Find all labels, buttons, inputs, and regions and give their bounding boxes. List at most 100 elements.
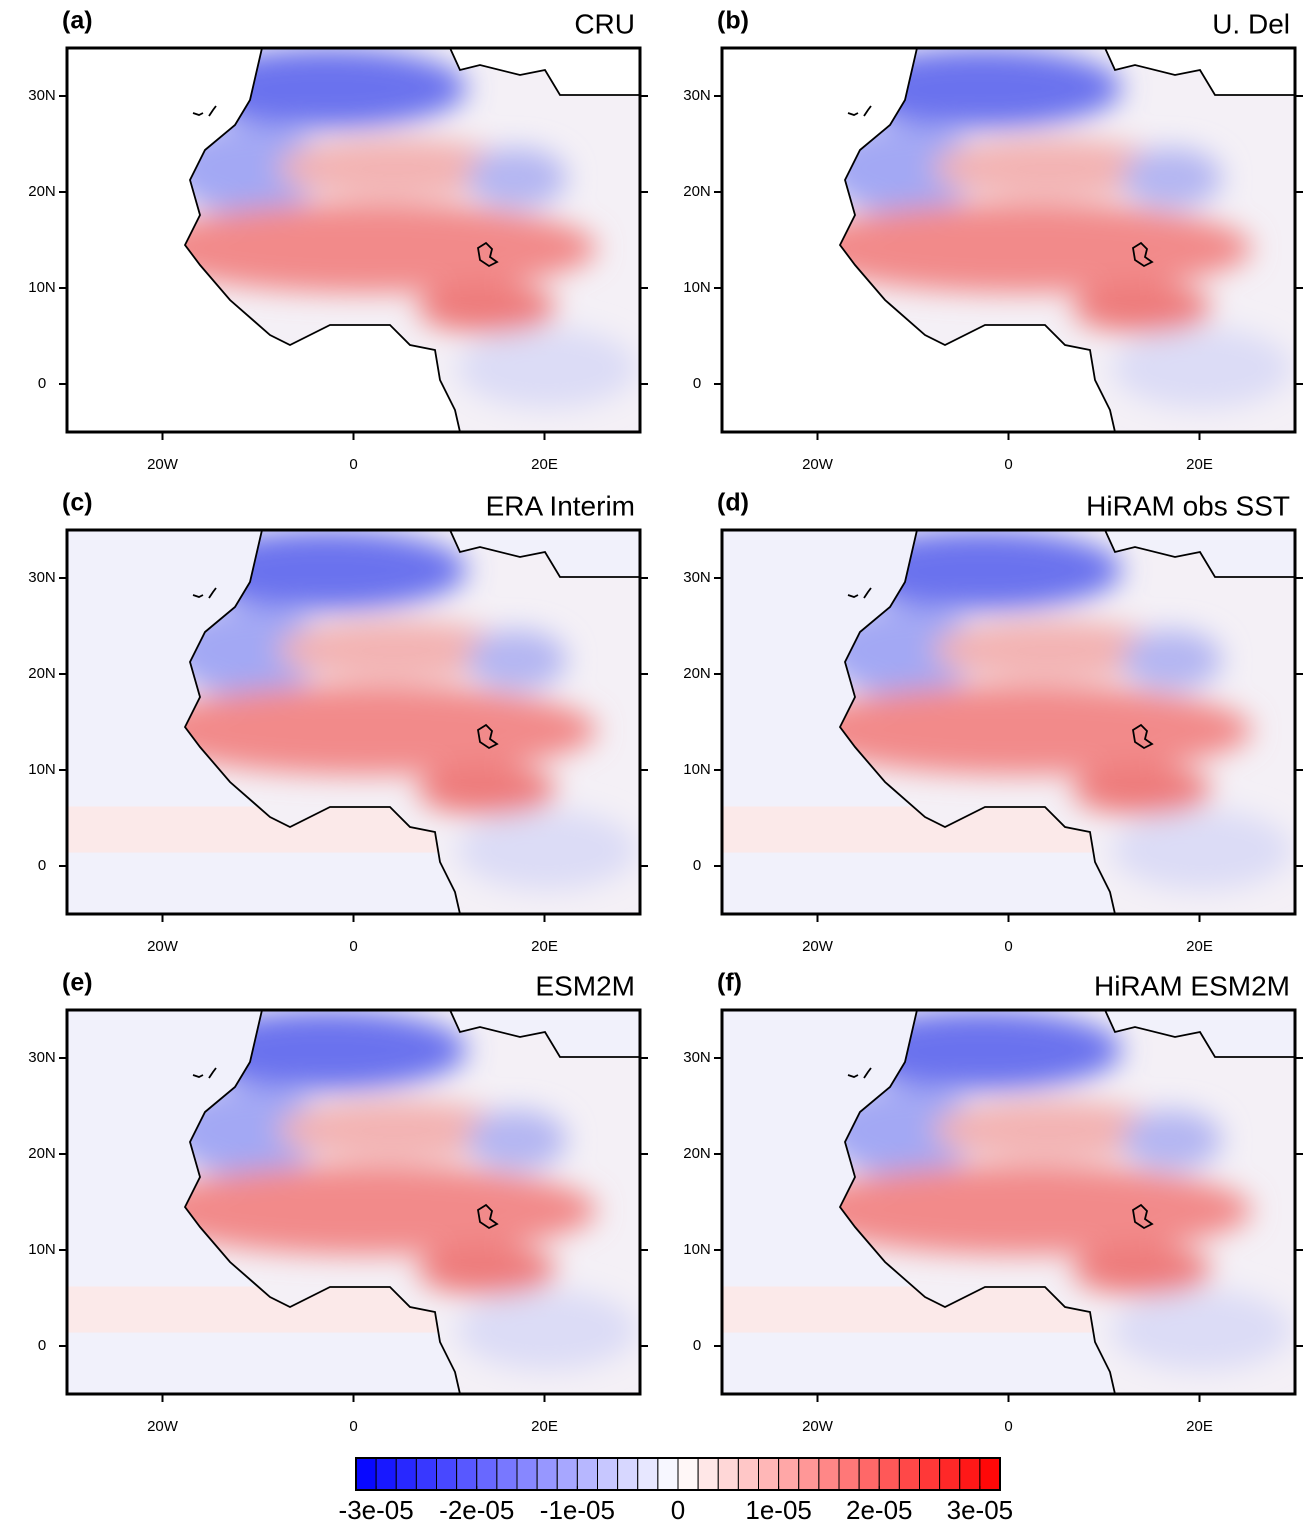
map-area — [722, 530, 1295, 914]
y-tick-label: 10N — [28, 761, 56, 778]
x-tick-label: 20W — [147, 1418, 179, 1435]
x-tick-label: 20W — [802, 1418, 834, 1435]
map-panel: (b) U. Del 20W 0 20E 0 10N 20N 30N — [683, 7, 1303, 473]
colorbar-box — [536, 1457, 558, 1491]
y-tick-label: 30N — [28, 87, 56, 104]
y-tick-label: 10N — [683, 1241, 711, 1258]
colorbar-box — [355, 1457, 377, 1491]
x-tick-label: 20E — [531, 1418, 558, 1435]
panel-label: (c) — [62, 489, 93, 517]
panel-title: ESM2M — [535, 970, 635, 1001]
panel-label: (b) — [717, 7, 749, 35]
colorbar-box — [657, 1457, 679, 1491]
colorbar-box — [838, 1457, 860, 1491]
panel-label: (d) — [717, 489, 749, 517]
colorbar-box — [858, 1457, 880, 1491]
x-tick-label: 20W — [802, 456, 834, 473]
colorbar-box — [556, 1457, 578, 1491]
y-tick-label: 30N — [28, 569, 56, 586]
colorbar-box — [476, 1457, 498, 1491]
x-tick-label: 20W — [147, 456, 179, 473]
x-tick-label: 20E — [1186, 456, 1213, 473]
panel-title: ERA Interim — [486, 490, 635, 521]
x-tick-label: 20W — [147, 938, 179, 955]
x-tick-label: 0 — [349, 456, 357, 473]
y-tick-label: 20N — [683, 1145, 711, 1162]
map-area — [67, 48, 640, 432]
x-tick-label: 0 — [1004, 456, 1012, 473]
map-area — [722, 1010, 1295, 1394]
y-tick-label: 0 — [693, 1337, 701, 1354]
map-panel: (c) ERA Interim 20W 0 20E 0 10N 20N 30N — [28, 489, 648, 955]
x-tick-label: 20E — [1186, 1418, 1213, 1435]
panel-title: U. Del — [1212, 8, 1290, 39]
x-tick-label: 20W — [802, 938, 834, 955]
map-area — [722, 48, 1295, 432]
colorbar-box — [898, 1457, 920, 1491]
map-panel: (f) HiRAM ESM2M 20W 0 20E 0 10N 20N 30N — [683, 969, 1303, 1435]
colorbar-box — [818, 1457, 840, 1491]
colorbar-box — [959, 1457, 981, 1491]
y-tick-label: 0 — [38, 857, 46, 874]
colorbar-box — [597, 1457, 619, 1491]
y-tick-label: 10N — [28, 1241, 56, 1258]
y-tick-label: 30N — [683, 1049, 711, 1066]
panel-label: (f) — [717, 969, 742, 997]
map-panel: (a) CRU 20W 0 20E 0 10N 20N 30N — [28, 7, 648, 473]
map-panel: (d) HiRAM obs SST 20W 0 20E 0 10N 20N 30N — [683, 489, 1303, 955]
map-area — [67, 530, 640, 914]
colorbar-box — [576, 1457, 598, 1491]
x-tick-label: 0 — [349, 1418, 357, 1435]
colorbar-box — [778, 1457, 800, 1491]
y-tick-label: 20N — [28, 665, 56, 682]
colorbar-box — [697, 1457, 719, 1491]
colorbar-box — [737, 1457, 759, 1491]
colorbar-box — [919, 1457, 941, 1491]
colorbar-box — [496, 1457, 518, 1491]
y-tick-label: 10N — [28, 279, 56, 296]
colorbar-box — [758, 1457, 780, 1491]
y-tick-label: 20N — [683, 665, 711, 682]
colorbar-box — [677, 1457, 699, 1491]
colorbar: -3e-05 -2e-05 -1e-05 0 1e-05 2e-05 3e-05 — [339, 1457, 1014, 1525]
panel-title: HiRAM obs SST — [1086, 490, 1290, 521]
panel-label: (e) — [62, 969, 93, 997]
y-tick-label: 30N — [28, 1049, 56, 1066]
colorbar-box — [456, 1457, 478, 1491]
colorbar-label: 2e-05 — [846, 1495, 913, 1525]
colorbar-box — [436, 1457, 458, 1491]
colorbar-box — [415, 1457, 437, 1491]
y-tick-label: 10N — [683, 761, 711, 778]
colorbar-label: 3e-05 — [947, 1495, 1014, 1525]
colorbar-box — [939, 1457, 961, 1491]
colorbar-box — [979, 1457, 1001, 1491]
x-tick-label: 0 — [349, 938, 357, 955]
y-tick-label: 0 — [693, 857, 701, 874]
colorbar-box — [637, 1457, 659, 1491]
map-area — [67, 1010, 640, 1394]
map-panel: (e) ESM2M 20W 0 20E 0 10N 20N 30N — [28, 969, 648, 1435]
colorbar-box — [617, 1457, 639, 1491]
x-tick-label: 0 — [1004, 1418, 1012, 1435]
colorbar-box — [878, 1457, 900, 1491]
panel-title: HiRAM ESM2M — [1094, 970, 1290, 1001]
colorbar-label: 1e-05 — [745, 1495, 812, 1525]
colorbar-label: -3e-05 — [339, 1495, 414, 1525]
colorbar-box — [395, 1457, 417, 1491]
y-tick-label: 20N — [28, 183, 56, 200]
colorbar-box — [375, 1457, 397, 1491]
y-tick-label: 30N — [683, 87, 711, 104]
y-tick-label: 10N — [683, 279, 711, 296]
y-tick-label: 30N — [683, 569, 711, 586]
x-tick-label: 20E — [531, 456, 558, 473]
field — [722, 48, 1295, 432]
y-tick-label: 20N — [28, 1145, 56, 1162]
y-tick-label: 0 — [38, 375, 46, 392]
colorbar-label: -2e-05 — [439, 1495, 514, 1525]
field — [67, 48, 640, 432]
colorbar-box — [717, 1457, 739, 1491]
x-tick-label: 0 — [1004, 938, 1012, 955]
colorbar-label: 0 — [671, 1495, 685, 1525]
colorbar-box — [516, 1457, 538, 1491]
